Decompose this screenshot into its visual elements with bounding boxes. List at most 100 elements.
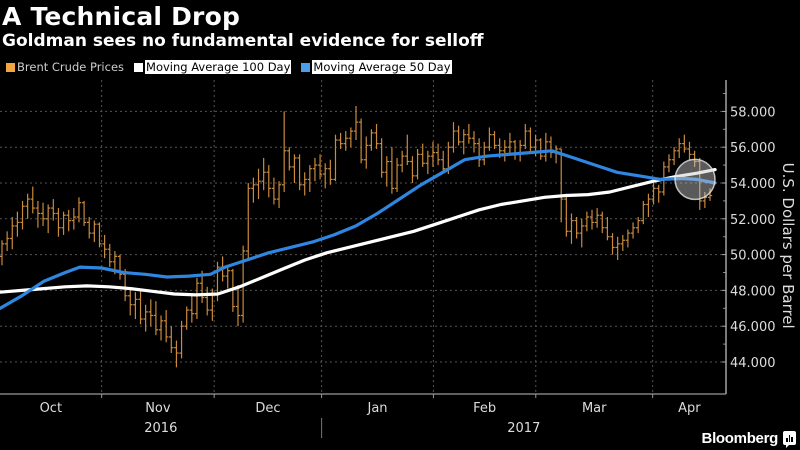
price-bar	[646, 193, 651, 218]
price-bar	[507, 132, 513, 155]
price-bar	[620, 234, 625, 252]
price-bar	[369, 129, 374, 151]
price-bar	[625, 229, 631, 248]
chart-subtitle: Goldman sees no fundamental evidence for…	[2, 31, 484, 51]
price-bar	[379, 138, 384, 178]
price-bar	[651, 183, 656, 205]
price-bar	[338, 132, 343, 149]
price-bar	[133, 292, 138, 320]
y-tick-label: 50.000	[730, 249, 776, 264]
legend-label-ma100: Moving Average 100 Day	[145, 60, 292, 74]
price-bar	[317, 154, 323, 180]
price-bar	[302, 172, 307, 196]
price-bar	[430, 141, 436, 167]
x-year-label: 2016	[144, 421, 177, 436]
legend-item-ma50: Moving Average 50 Day	[301, 60, 452, 74]
price-bar	[502, 140, 507, 162]
price-bar	[328, 159, 333, 185]
price-bar	[271, 177, 277, 205]
price-bar	[251, 177, 256, 203]
price-bar	[610, 233, 615, 255]
price-bar	[399, 150, 405, 173]
price-bar	[707, 188, 713, 201]
ma50-line	[0, 149, 717, 310]
price-bar	[189, 293, 195, 323]
price-bar	[179, 320, 184, 359]
price-bar	[297, 154, 302, 191]
price-bar	[143, 304, 148, 332]
price-bar	[425, 150, 431, 175]
y-tick-label: 56.000	[730, 141, 776, 156]
crossover-highlight-circle	[674, 158, 716, 201]
price-bar	[163, 310, 169, 343]
y-tick-label: 52.000	[730, 213, 776, 228]
price-bar	[579, 218, 584, 248]
price-bar	[25, 193, 30, 219]
price-bar	[656, 184, 661, 203]
price-bar	[364, 136, 369, 169]
price-bar	[538, 138, 543, 160]
price-bar	[205, 286, 210, 316]
price-bar	[56, 208, 61, 237]
price-bar	[107, 243, 112, 268]
price-bar	[677, 138, 682, 158]
price-bar	[466, 123, 472, 144]
price-bar	[266, 165, 271, 198]
legend-swatch-ma50	[301, 62, 311, 72]
price-bar	[10, 217, 15, 250]
price-bar	[492, 131, 497, 149]
y-axis-title: U.S. Dollars per Barrel	[779, 163, 797, 329]
y-tick-label: 58.000	[730, 105, 776, 120]
legend-item-ma100: Moving Average 100 Day	[134, 60, 292, 74]
price-bar	[456, 125, 461, 146]
y-tick-label: 54.000	[730, 177, 776, 192]
price-bar	[225, 267, 230, 289]
price-bar	[389, 147, 395, 194]
price-bar	[246, 183, 251, 259]
price-bar	[158, 315, 164, 341]
x-month-label: Dec	[255, 401, 280, 416]
price-bar	[374, 123, 379, 149]
price-bar	[256, 168, 261, 200]
price-bar	[15, 211, 20, 237]
price-bar	[600, 211, 605, 234]
legend: Brent Crude Prices Moving Average 100 Da…	[6, 60, 462, 74]
price-bar	[353, 106, 359, 141]
price-bar	[0, 240, 5, 266]
price-bar	[333, 134, 338, 182]
price-bar	[281, 111, 287, 192]
price-bar	[102, 234, 107, 259]
bloomberg-logo-text: Bloomberg	[701, 430, 779, 447]
price-bar	[394, 157, 400, 192]
price-bar	[589, 209, 595, 230]
price-bar	[666, 154, 672, 173]
price-bar	[343, 131, 348, 151]
price-bar	[441, 150, 446, 173]
price-bar	[235, 285, 241, 327]
price-bar	[517, 140, 523, 162]
price-bar	[630, 222, 636, 239]
price-bar	[548, 136, 554, 158]
x-month-label: Nov	[145, 401, 171, 416]
price-bar	[30, 186, 35, 214]
price-bar	[420, 143, 425, 167]
price-bar	[584, 211, 590, 232]
price-bar	[461, 129, 466, 155]
price-bar	[117, 254, 123, 280]
legend-label-brent: Brent Crude Prices	[17, 60, 125, 74]
x-month-label: Jan	[366, 401, 387, 416]
price-bar	[97, 222, 102, 248]
price-bar	[476, 138, 482, 167]
y-tick-label: 48.000	[730, 284, 776, 299]
price-bar	[40, 202, 46, 226]
bloomberg-chat-icon	[783, 431, 796, 448]
price-bar	[148, 299, 153, 327]
price-bar	[92, 220, 97, 243]
price-bar	[174, 340, 179, 368]
price-bar	[482, 141, 487, 166]
chart-title: A Technical Drop	[2, 2, 241, 31]
price-bar	[487, 127, 492, 151]
x-month-label: Oct	[40, 401, 62, 416]
price-bar	[20, 200, 25, 230]
legend-swatch-ma100	[134, 62, 144, 72]
